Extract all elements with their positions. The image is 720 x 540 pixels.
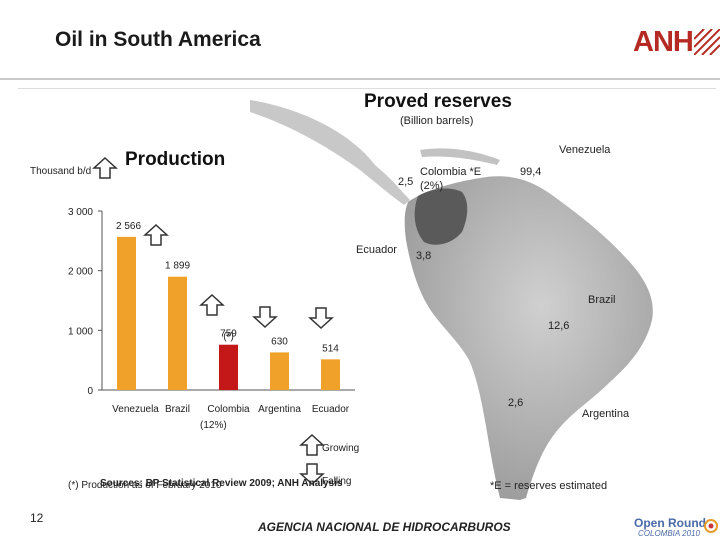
x-tick-label: Colombia bbox=[207, 404, 250, 415]
reserves-title: Proved reserves bbox=[364, 91, 512, 112]
bar-ecuador bbox=[321, 359, 340, 390]
legend-growing-arrow-icon bbox=[299, 433, 325, 456]
brazil-reserves: 12,6 bbox=[548, 320, 570, 332]
x-tick-label: Argentina bbox=[258, 404, 301, 415]
reserves-subtitle: (Billion barrels) bbox=[400, 115, 474, 127]
brazil-label: Brazil bbox=[588, 294, 616, 306]
production-note: (*) Production as of February 2010 bbox=[68, 480, 222, 491]
ecuador-reserves: 3,8 bbox=[416, 250, 432, 262]
page-title: Oil in South America bbox=[55, 28, 261, 51]
colombia-reserves: 2,5 bbox=[398, 176, 414, 188]
bar-value-label: 759 bbox=[220, 329, 237, 340]
production-title: Production bbox=[125, 149, 226, 170]
x-tick-label: Venezuela bbox=[112, 404, 159, 415]
bar-venezuela bbox=[117, 236, 136, 390]
colombia-production-share: (12%) bbox=[200, 420, 227, 431]
bar-secondary-label: (*) bbox=[223, 332, 234, 343]
y-tick-label: 1 000 bbox=[68, 326, 93, 337]
bar-value-label: 2 566 bbox=[116, 221, 141, 232]
colombia-region bbox=[414, 188, 468, 245]
open-round-sub: COLOMBIA 2010 bbox=[638, 529, 700, 538]
growing-arrow-icon bbox=[199, 293, 225, 316]
page-number: 12 bbox=[30, 511, 44, 525]
colombia-share: (2%) bbox=[420, 180, 444, 192]
legend-falling-arrow-icon bbox=[299, 463, 325, 486]
venezuela-label: Venezuela bbox=[559, 144, 611, 156]
venezuela-reserves: 99,4 bbox=[520, 166, 542, 178]
x-tick-label: Ecuador bbox=[312, 404, 350, 415]
legend-growing: Growing bbox=[322, 443, 360, 454]
open-round-swirl-icon bbox=[704, 519, 718, 533]
falling-arrow-icon bbox=[308, 307, 334, 330]
anh-logo-stripes-icon bbox=[694, 29, 720, 55]
falling-arrow-icon bbox=[252, 306, 278, 329]
bar-brazil bbox=[168, 276, 187, 390]
central-america-shape bbox=[250, 100, 410, 205]
bar-argentina bbox=[270, 352, 289, 390]
legend-falling: Falling bbox=[322, 476, 352, 487]
colombia-label: Colombia *E bbox=[420, 166, 482, 178]
ecuador-label: Ecuador bbox=[356, 244, 397, 256]
header-divider bbox=[0, 78, 720, 80]
bar-value-label: 1 899 bbox=[165, 261, 190, 272]
production-unit-label: Thousand b/d bbox=[30, 166, 92, 177]
x-tick-label: Brazil bbox=[165, 404, 190, 415]
argentina-reserves: 2,6 bbox=[508, 397, 524, 409]
y-tick-label: 3 000 bbox=[68, 207, 93, 218]
bar-value-label: 630 bbox=[271, 336, 288, 347]
growing-arrow-icon bbox=[143, 223, 169, 246]
reserves-note: *E = reserves estimated bbox=[490, 480, 608, 492]
y-tick-label: 2 000 bbox=[68, 267, 93, 278]
south-america-shape bbox=[404, 176, 653, 501]
bar-value-label: 514 bbox=[322, 343, 339, 354]
growing-arrow-icon bbox=[92, 156, 118, 179]
footer-brand: AGENCIA NACIONAL DE HIDROCARBUROS bbox=[258, 520, 511, 534]
argentina-label: Argentina bbox=[582, 408, 630, 420]
caribbean-shape bbox=[420, 148, 500, 165]
open-round-logo: Open Round bbox=[634, 516, 706, 530]
anh-logo: ANH bbox=[633, 26, 694, 58]
bar-colombia bbox=[219, 344, 238, 390]
sources: Sources: BP Statistical Review 2009; ANH… bbox=[100, 478, 343, 489]
y-tick-label: 0 bbox=[87, 386, 93, 397]
